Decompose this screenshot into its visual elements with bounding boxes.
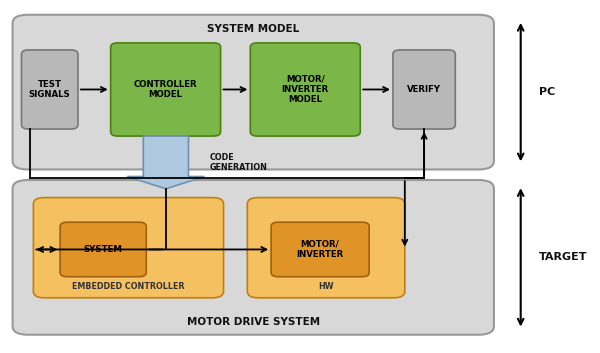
FancyBboxPatch shape: [110, 43, 221, 136]
Text: SYSTEM: SYSTEM: [84, 245, 122, 254]
Text: MOTOR DRIVE SYSTEM: MOTOR DRIVE SYSTEM: [187, 317, 320, 327]
Text: SYSTEM MODEL: SYSTEM MODEL: [207, 24, 299, 34]
FancyBboxPatch shape: [13, 180, 494, 335]
Text: MOTOR/
INVERTER
MODEL: MOTOR/ INVERTER MODEL: [281, 74, 329, 104]
FancyBboxPatch shape: [247, 198, 405, 298]
FancyBboxPatch shape: [393, 50, 455, 129]
Text: PC: PC: [539, 87, 555, 97]
Text: MOTOR/
INVERTER: MOTOR/ INVERTER: [296, 240, 344, 259]
Text: EMBEDDED CONTROLLER: EMBEDDED CONTROLLER: [72, 282, 185, 291]
Text: TARGET: TARGET: [539, 252, 587, 262]
Text: CONTROLLER
MODEL: CONTROLLER MODEL: [134, 80, 197, 99]
FancyBboxPatch shape: [250, 43, 360, 136]
Text: HW: HW: [318, 282, 334, 291]
Text: CODE
GENERATION: CODE GENERATION: [209, 153, 267, 172]
Text: TEST
SIGNALS: TEST SIGNALS: [29, 80, 71, 99]
FancyBboxPatch shape: [22, 50, 78, 129]
FancyBboxPatch shape: [13, 15, 494, 169]
Polygon shape: [127, 136, 205, 189]
FancyBboxPatch shape: [271, 222, 369, 277]
FancyBboxPatch shape: [60, 222, 146, 277]
FancyBboxPatch shape: [34, 198, 224, 298]
Text: VERIFY: VERIFY: [407, 85, 441, 94]
